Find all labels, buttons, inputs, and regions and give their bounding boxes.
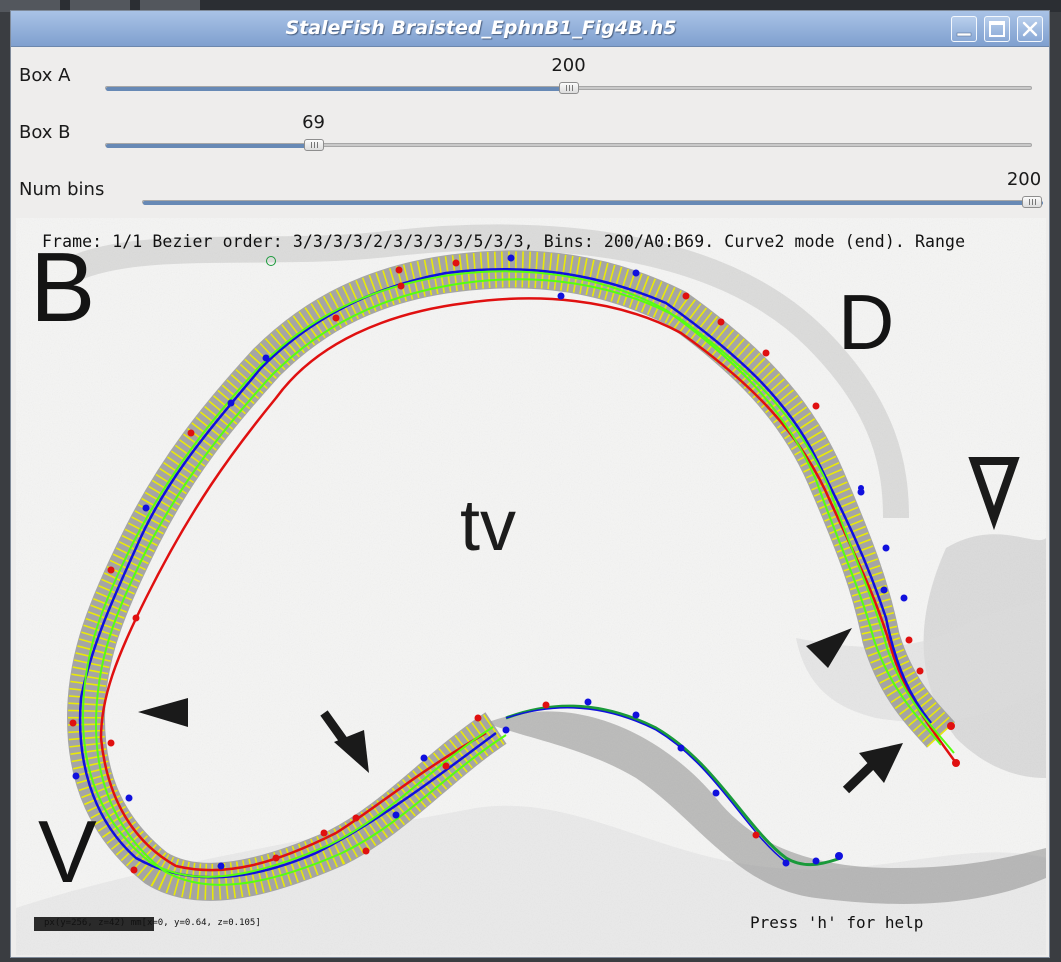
close-icon <box>1022 21 1038 37</box>
num-bins-value: 200 <box>1006 169 1042 190</box>
box-b-row: Box B 69 <box>11 108 1049 164</box>
num-bins-row: Num bins 200 <box>11 164 1049 218</box>
app-window: StaleFish Braisted_EphnB1_Fig4B.h5 Box A… <box>10 10 1050 958</box>
desktop-tile[interactable] <box>70 0 130 12</box>
desktop-top-bar <box>0 0 1061 12</box>
viewer-status-line: Frame: 1/1 Bezier order: 3/3/3/3/2/3/3/3… <box>42 232 966 251</box>
cursor-marker <box>266 256 276 266</box>
box-a-slider-handle[interactable] <box>558 82 579 94</box>
box-b-slider[interactable] <box>105 143 1032 148</box>
box-a-slider-fill <box>106 87 570 91</box>
minimize-button[interactable] <box>951 16 977 42</box>
desktop-tile[interactable] <box>140 0 200 12</box>
maximize-button[interactable] <box>984 16 1010 42</box>
desktop-tile[interactable] <box>0 0 60 12</box>
figure-image <box>16 218 1046 955</box>
image-canvas[interactable]: B D V tv Frame: 1/1 Bezier order: 3/3/3/… <box>16 218 1046 955</box>
green-curve-lower <box>505 704 842 867</box>
panel-letter-left: B <box>30 232 96 342</box>
figure-annotations <box>138 457 1020 794</box>
box-b-slider-handle[interactable] <box>303 139 324 151</box>
green-curve-inner <box>94 278 955 886</box>
box-b-slider-fill <box>106 144 315 148</box>
region-label: tv <box>460 486 517 566</box>
panel-letter-right: D <box>838 278 895 366</box>
coordinate-readout: px(y=256, z=42) mm[x=0, y=0.64, z=0.105] <box>44 918 261 928</box>
box-a-value: 200 <box>551 55 586 76</box>
control-points[interactable] <box>69 254 961 874</box>
help-hint: Press 'h' for help <box>750 913 924 932</box>
window-title: StaleFish Braisted_EphnB1_Fig4B.h5 <box>285 17 677 39</box>
box-a-row: Box A 200 <box>11 51 1049 107</box>
num-bins-slider-fill <box>143 201 1043 205</box>
box-b-value: 69 <box>302 112 326 133</box>
corner-letter: V <box>38 802 97 901</box>
box-b-label: Box B <box>19 122 71 143</box>
num-bins-slider[interactable] <box>142 200 1043 205</box>
num-bins-label: Num bins <box>19 179 105 200</box>
num-bins-slider-handle[interactable] <box>1022 196 1042 208</box>
coordinate-readout-bar <box>34 917 154 931</box>
green-curve-outer <box>81 270 942 878</box>
red-curve <box>99 297 958 872</box>
maximize-icon <box>989 21 1005 37</box>
title-bar[interactable]: StaleFish Braisted_EphnB1_Fig4B.h5 <box>11 11 1049 47</box>
blue-curve-lower <box>505 707 787 863</box>
box-a-label: Box A <box>19 65 71 86</box>
minimize-icon <box>956 32 972 37</box>
close-button[interactable] <box>1017 16 1043 42</box>
